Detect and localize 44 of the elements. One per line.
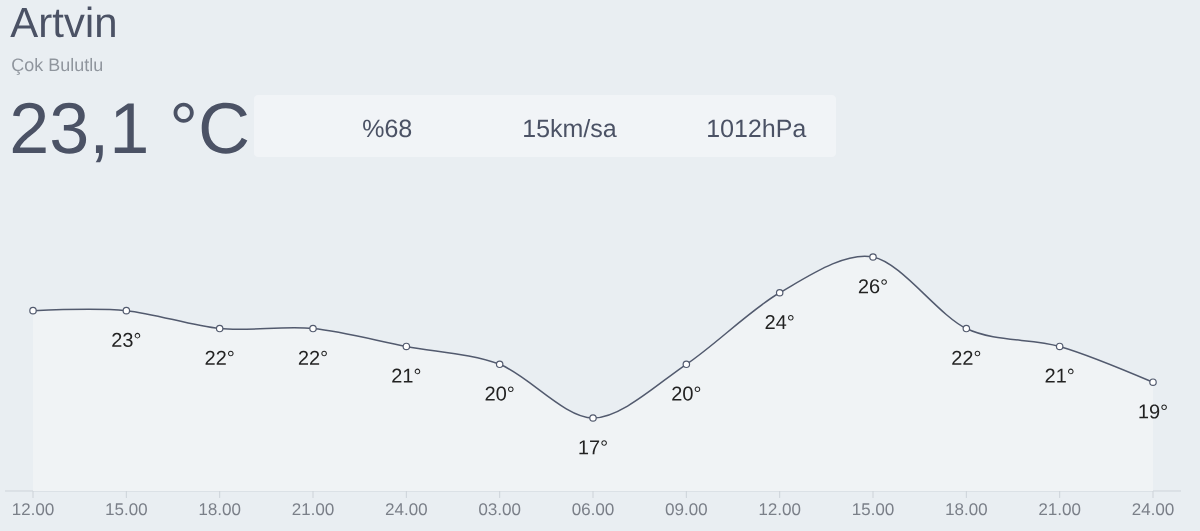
text: 23,1 °C xyxy=(12,102,248,163)
text: 1012hPa xyxy=(708,118,807,138)
point xyxy=(962,324,971,333)
point xyxy=(775,288,784,297)
data-label: 22° xyxy=(952,350,981,365)
data-label: 17° xyxy=(579,440,607,455)
point xyxy=(589,414,597,422)
x-tick-label: 24.00 xyxy=(1132,503,1174,516)
x-tick-label: 03.00 xyxy=(479,503,521,516)
text: 15km/sa xyxy=(524,118,617,138)
x-tick-label: 15.00 xyxy=(853,503,894,516)
point xyxy=(402,342,411,351)
x-tick-label: 06.00 xyxy=(572,503,614,516)
point xyxy=(1055,342,1064,351)
x-tick-label: 21.00 xyxy=(1039,503,1081,516)
text: %68 xyxy=(363,119,412,138)
data-label: 21° xyxy=(392,368,421,383)
point xyxy=(29,306,37,315)
x-tick-label: 18.00 xyxy=(199,503,241,516)
data-label: 22° xyxy=(298,350,327,365)
data-label: 24° xyxy=(765,314,794,329)
x-tick-label: 15.00 xyxy=(106,503,147,516)
point xyxy=(215,324,224,333)
data-label: 19° xyxy=(1139,404,1167,419)
data-label: 20° xyxy=(672,386,701,401)
data-label: 22° xyxy=(205,350,234,365)
point xyxy=(869,253,877,261)
x-tick-label: 24.00 xyxy=(385,503,427,516)
x-tick-label: 12.00 xyxy=(13,503,54,516)
point xyxy=(1149,378,1157,387)
point xyxy=(682,360,691,369)
x-tick-label: 12.00 xyxy=(759,503,801,516)
data-label: 20° xyxy=(485,386,514,401)
chart-subtitle: Çok Bulutlu xyxy=(12,57,103,75)
point xyxy=(122,306,131,315)
data-label: 21° xyxy=(1045,368,1074,383)
chart-title: Artvin xyxy=(10,6,115,38)
data-label: 23° xyxy=(112,332,141,348)
x-tick-label: 21.00 xyxy=(292,503,334,516)
data-label: 26° xyxy=(858,279,887,294)
point xyxy=(495,360,504,369)
point xyxy=(309,324,317,333)
x-tick-label: 09.00 xyxy=(665,503,707,516)
x-tick-label: 18.00 xyxy=(946,503,987,516)
